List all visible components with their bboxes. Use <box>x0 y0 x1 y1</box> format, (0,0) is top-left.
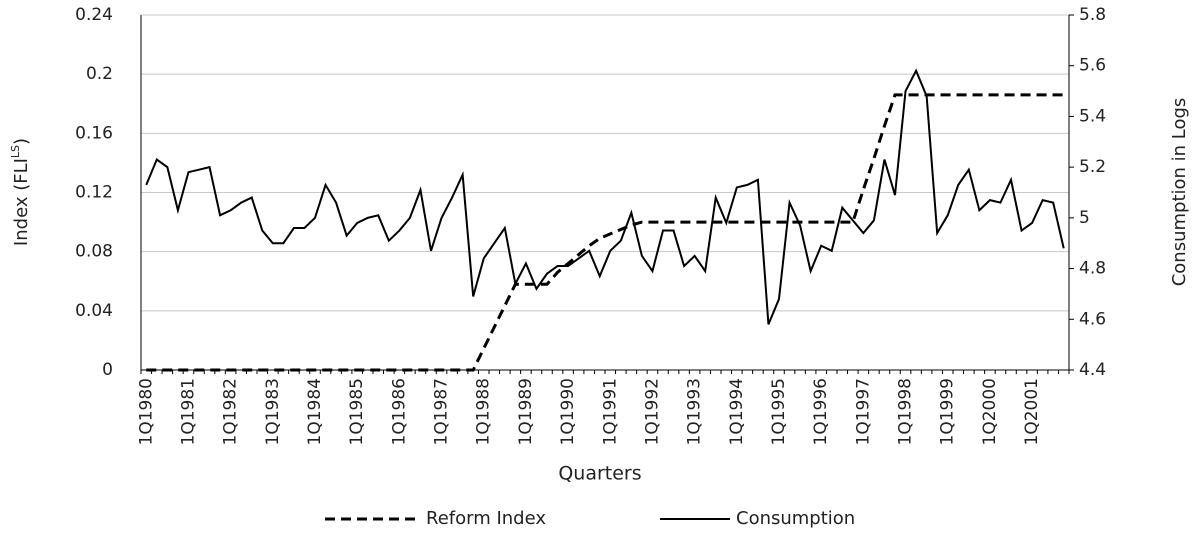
y2-tick-label: 5.4 <box>1079 106 1106 126</box>
y-tick-label: 0.08 <box>75 242 113 262</box>
x-tick-label: 1Q1985 <box>347 378 367 445</box>
x-tick-label: 1Q1992 <box>642 378 662 445</box>
y2-tick-label: 5 <box>1079 208 1090 228</box>
y2-tick-label: 4.8 <box>1079 259 1106 279</box>
y-tick-label: 0.2 <box>86 64 113 84</box>
x-axis-title: Quarters <box>558 463 641 485</box>
legend-label: Reform Index <box>426 508 546 529</box>
x-tick-label: 1Q1990 <box>558 378 578 445</box>
x-tick-label: 1Q1997 <box>853 378 873 445</box>
x-tick-label: 1Q1999 <box>938 378 958 445</box>
x-tick-label: 1Q1982 <box>221 378 241 445</box>
x-tick-label: 1Q1986 <box>389 378 409 445</box>
y-axis-title: Index (FLILS) <box>9 138 33 246</box>
x-tick-label: 1Q1989 <box>516 378 536 445</box>
x-tick-label: 1Q1991 <box>600 378 620 445</box>
x-tick-label: 1Q1996 <box>811 378 831 445</box>
x-tick-label: 1Q1993 <box>685 378 705 445</box>
x-tick-label: 1Q1984 <box>305 378 325 445</box>
x-tick-label: 1Q1983 <box>263 378 283 445</box>
x-tick-label: 1Q1987 <box>432 378 452 445</box>
y-tick-label: 0.12 <box>75 183 113 203</box>
x-tick-label: 1Q2001 <box>1022 378 1042 445</box>
x-tick-label: 1Q1994 <box>727 378 747 445</box>
legend-label: Consumption <box>736 508 855 529</box>
y-axis-title-end: ) <box>11 138 32 145</box>
y-tick-label: 0.04 <box>75 301 113 321</box>
line-series <box>145 68 1065 325</box>
y2-axis-title: Consumption in Logs <box>1169 98 1190 287</box>
x-tick-label: 1Q2000 <box>980 378 1000 445</box>
y-tick-label: 0.16 <box>75 123 113 143</box>
y2-tick-label: 4.6 <box>1079 309 1106 329</box>
y2-tick-label: 5.2 <box>1079 157 1106 177</box>
x-tick-label: 1Q1995 <box>769 378 789 445</box>
x-tick-label: 1Q1980 <box>136 378 156 445</box>
x-tick-label: 1Q1998 <box>896 378 916 445</box>
x-tick-label: 1Q1988 <box>474 378 494 445</box>
line-series <box>146 93 1064 372</box>
y2-tick-label: 5.8 <box>1079 5 1106 25</box>
y-tick-label: 0.24 <box>75 5 113 25</box>
x-tick-label: 1Q1981 <box>178 378 198 445</box>
y2-tick-label: 5.6 <box>1079 56 1106 76</box>
y2-tick-label: 4.4 <box>1079 360 1106 380</box>
y-axis-title-text: Index (FLI <box>11 158 32 246</box>
y-axis-title-sup: LS <box>9 145 22 158</box>
y-tick-label: 0 <box>102 360 113 380</box>
